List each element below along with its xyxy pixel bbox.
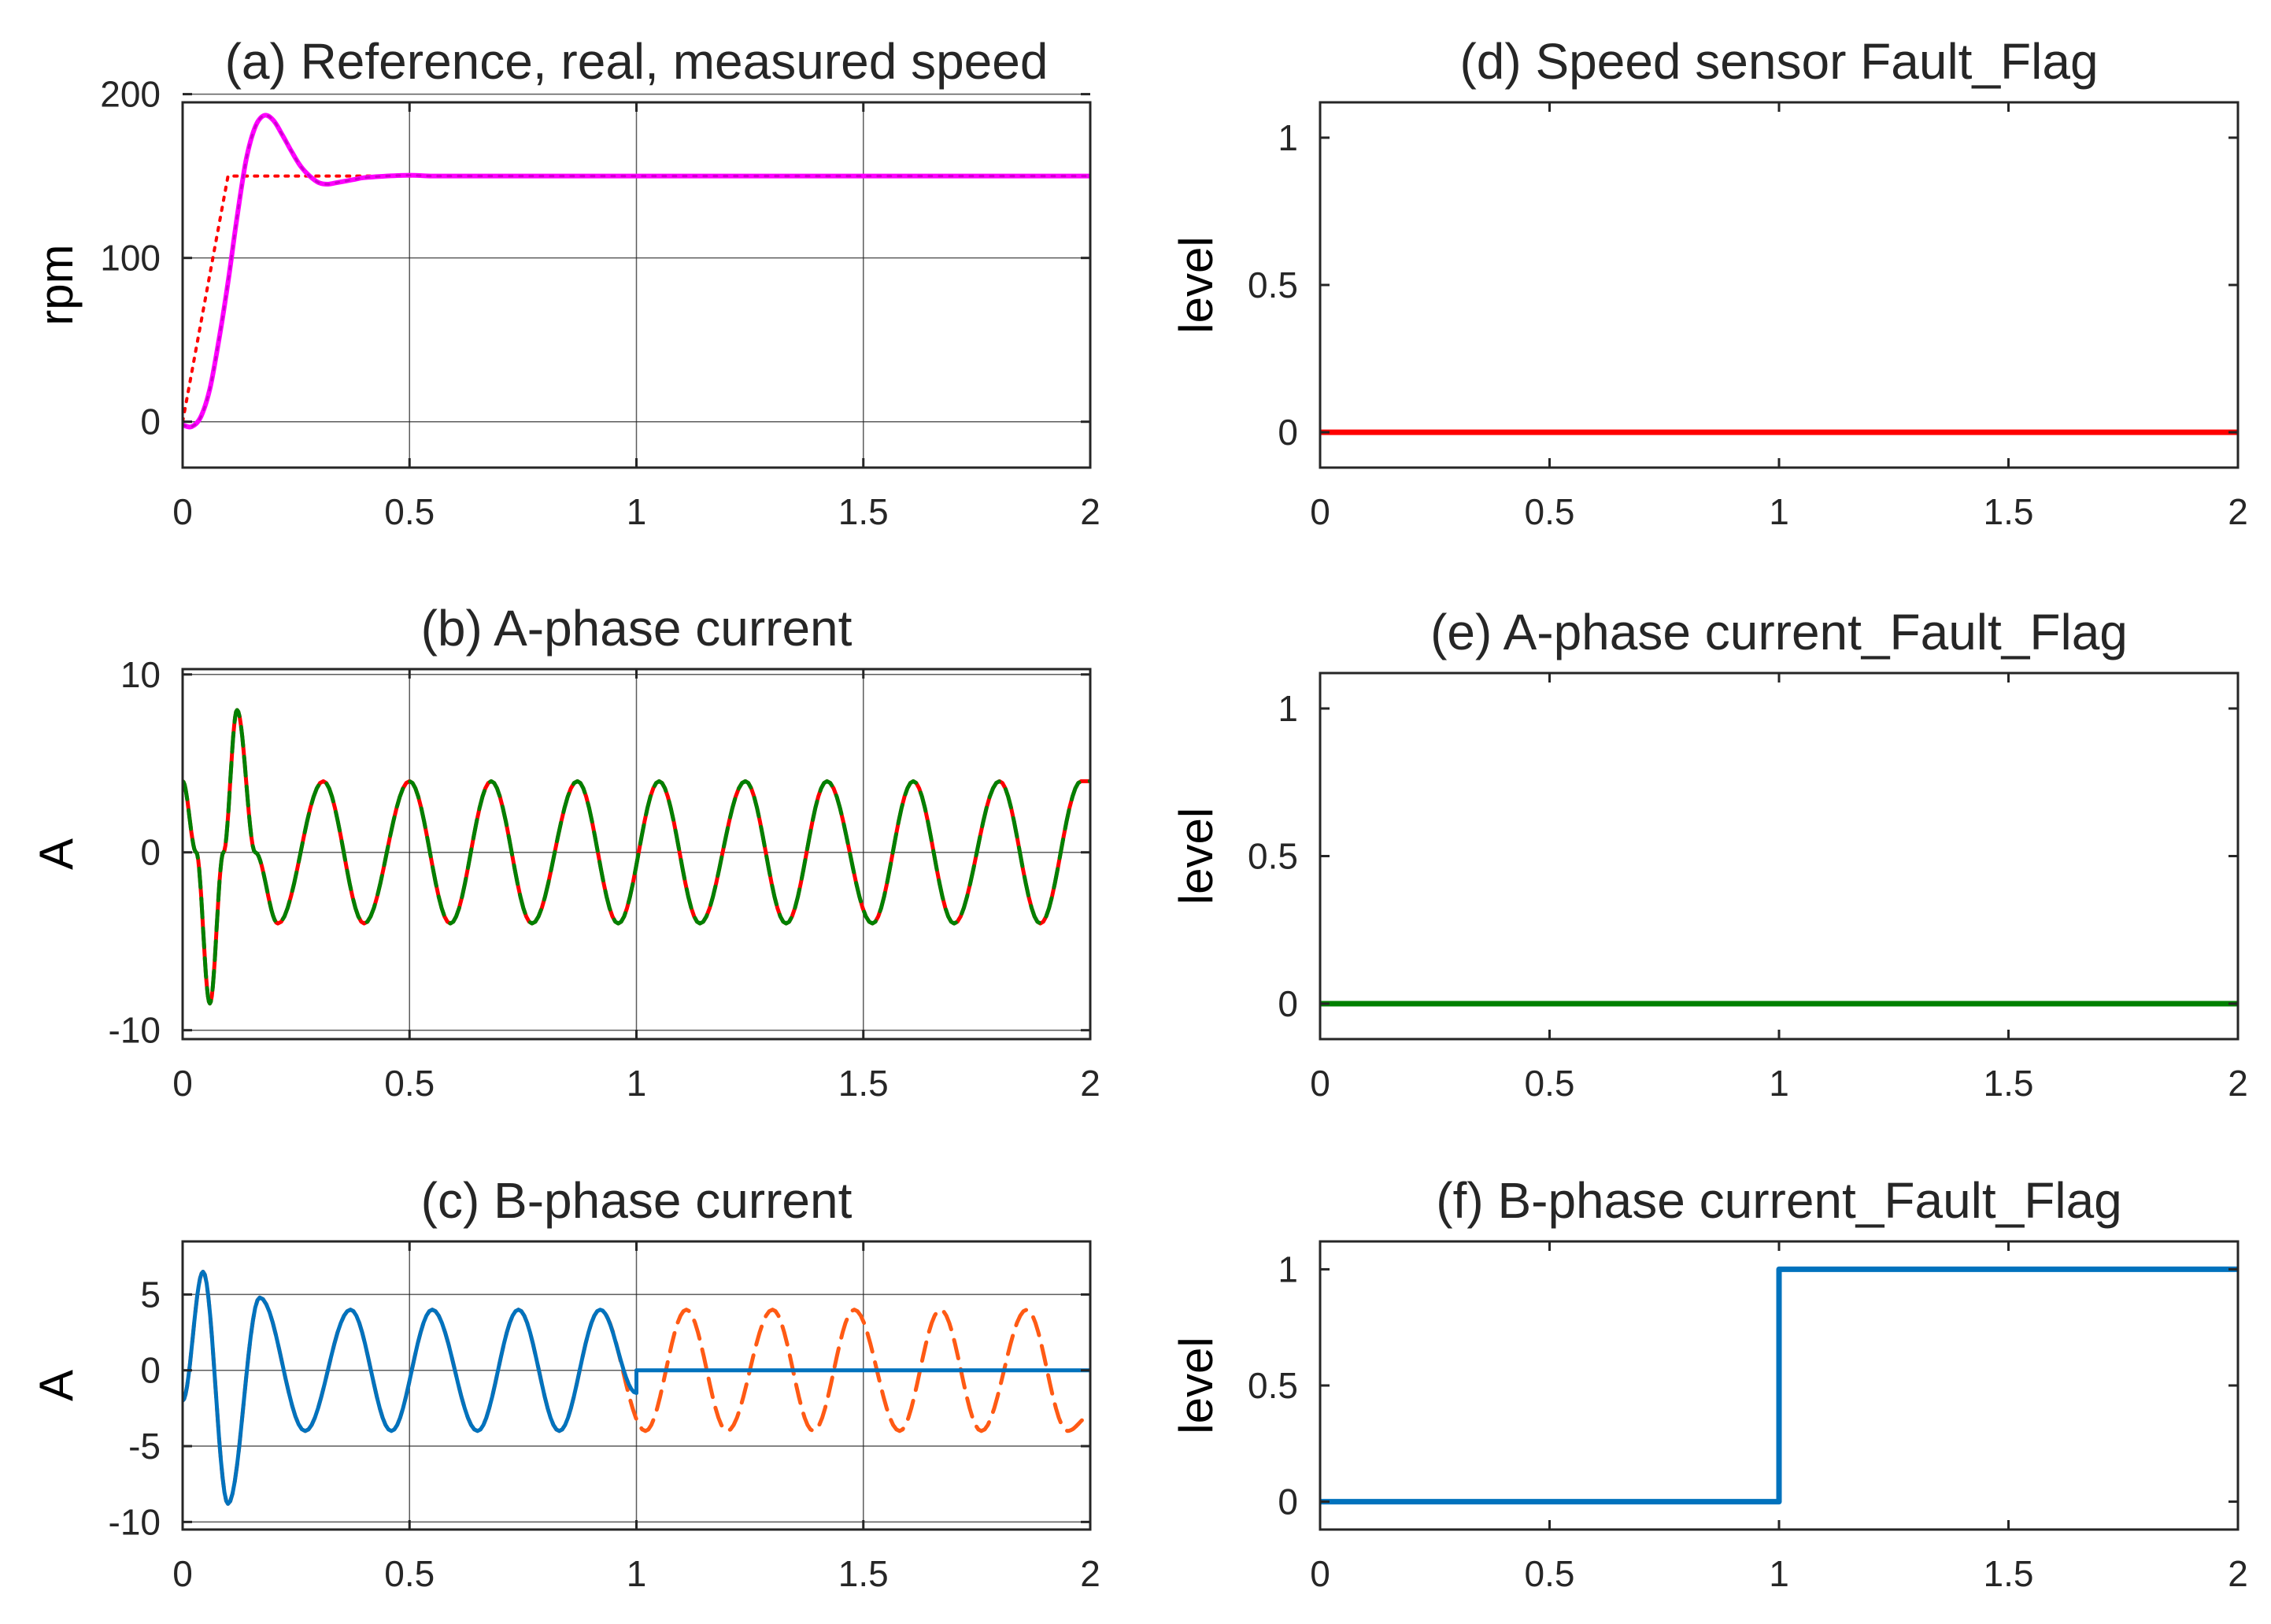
chart-title: (b) A-phase current <box>421 600 853 657</box>
x-tick-label: 0 <box>172 1063 193 1104</box>
x-tick-label: 2 <box>1080 491 1100 532</box>
y-axis-label: level <box>1170 236 1222 333</box>
x-tick-label: 0.5 <box>384 491 435 532</box>
y-axis-label: A <box>30 1370 83 1401</box>
x-tick-label: 0.5 <box>384 1553 435 1594</box>
y-axis-label: rpm <box>30 244 83 325</box>
y-tick-label: 1 <box>1278 688 1298 729</box>
y-axis-label: level <box>1170 808 1222 904</box>
y-tick-label: 0 <box>140 832 161 873</box>
y-tick-label: 10 <box>120 654 161 695</box>
series-b-phase-current-fault-flag <box>1320 1266 2238 1505</box>
x-tick-label: 0 <box>172 491 193 532</box>
x-tick-label: 1 <box>1769 491 1789 532</box>
chart-title: (a) Reference, real, measured speed <box>225 33 1049 90</box>
panel-b: 0 0.5 1 1.5 2 -10 0 10 (b) A-phase current A <box>30 600 1100 1104</box>
y-tick-label: 1 <box>1278 1249 1298 1289</box>
y-tick-label: 100 <box>100 238 161 279</box>
x-tick-label: 2 <box>1080 1063 1100 1104</box>
y-tick-label: 0 <box>1278 983 1298 1024</box>
y-tick-label: -10 <box>109 1010 161 1051</box>
y-tick-label: 0.5 <box>1248 1365 1298 1406</box>
y-axis-label: A <box>30 838 83 870</box>
x-tick-label: 1 <box>627 1063 647 1104</box>
y-tick-label: 0 <box>1278 1482 1298 1522</box>
axes-frame <box>1319 671 2240 1041</box>
x-tick-label: 2 <box>2228 1063 2248 1104</box>
x-tick-label: 2 <box>2228 1553 2248 1594</box>
x-tick-label: 1.5 <box>838 491 889 532</box>
y-tick-label: 0 <box>140 401 161 442</box>
x-tick-label: 0 <box>1310 1553 1330 1594</box>
y-tick-label: 5 <box>140 1274 161 1315</box>
x-tick-label: 0.5 <box>384 1063 435 1104</box>
y-tick-label: 0.5 <box>1248 265 1298 305</box>
y-tick-label: 200 <box>100 74 161 115</box>
series-measured-speed <box>183 113 1090 428</box>
x-tick-label: 1.5 <box>838 1553 889 1594</box>
y-axis-label: level <box>1170 1337 1222 1433</box>
x-tick-label: 1 <box>627 491 647 532</box>
x-tick-label: 1.5 <box>1984 1553 2034 1594</box>
y-tick-label: 0.5 <box>1248 836 1298 877</box>
x-tick-label: 1 <box>1769 1063 1789 1104</box>
x-tick-label: 0 <box>1310 491 1330 532</box>
chart-title: (e) A-phase current_Fault_Flag <box>1430 604 2128 660</box>
panel-d: 0 0.5 1 1.5 2 0 0.5 1 (d) Speed sensor Fault_Fla… <box>1170 33 2248 532</box>
chart-title: (c) B-phase current <box>421 1172 853 1229</box>
x-tick-label: 2 <box>1080 1553 1100 1594</box>
series-a-phase-current-measured- <box>183 708 1090 1006</box>
y-tick-label: 0 <box>1278 412 1298 453</box>
panel-e: 0 0.5 1 1.5 2 0 0.5 1 (e) A-phase current_Fault_… <box>1170 604 2248 1104</box>
chart-title: (f) B-phase current_Fault_Flag <box>1436 1172 2122 1229</box>
series-b-phase-current-measured- <box>183 1270 1090 1506</box>
x-tick-label: 0.5 <box>1525 491 1575 532</box>
y-tick-label: -5 <box>128 1426 161 1467</box>
x-tick-label: 1 <box>1769 1553 1789 1594</box>
chart-title: (d) Speed sensor Fault_Flag <box>1459 33 2098 90</box>
y-tick-label: -10 <box>109 1501 161 1542</box>
axes-frame <box>1319 101 2240 469</box>
x-tick-label: 0 <box>172 1553 193 1594</box>
panel-a: 0 0.5 1 1.5 2 0 100 200 (a) Reference, real, mea… <box>30 33 1100 532</box>
panel-f: 0 0.5 1 1.5 2 0 0.5 1 (f) B-phase current_Fault_… <box>1170 1172 2248 1594</box>
x-tick-label: 0.5 <box>1525 1063 1575 1104</box>
x-tick-label: 1.5 <box>1984 1063 2034 1104</box>
x-tick-label: 1.5 <box>1984 491 2034 532</box>
y-tick-label: 0 <box>140 1350 161 1391</box>
x-tick-label: 1.5 <box>838 1063 889 1104</box>
x-tick-label: 1 <box>627 1553 647 1594</box>
y-tick-label: 1 <box>1278 117 1298 158</box>
panel-c: 0 0.5 1 1.5 2 -10 -5 0 5 (c) B-phase current A <box>30 1172 1100 1594</box>
x-tick-label: 0.5 <box>1525 1553 1575 1594</box>
x-tick-label: 0 <box>1310 1063 1330 1104</box>
x-tick-label: 2 <box>2228 491 2248 532</box>
